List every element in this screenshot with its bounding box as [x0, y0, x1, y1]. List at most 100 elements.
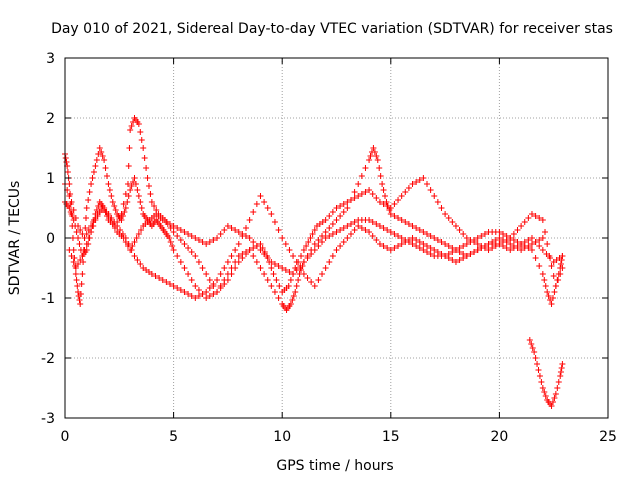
data-point-interp [467, 239, 474, 245]
data-point-interp [373, 153, 380, 159]
data-point [268, 211, 275, 217]
data-point-interp [351, 189, 358, 195]
data-point-interp [449, 219, 456, 225]
data-point-interp [427, 233, 434, 239]
data-point-interp [514, 227, 521, 233]
data-point-interp [434, 249, 441, 255]
data-point-interp [210, 291, 217, 297]
data-point-interp [427, 245, 434, 251]
data-point-interp [90, 169, 97, 175]
data-point [333, 217, 340, 223]
data-point [105, 211, 112, 217]
data-point-interp [380, 201, 387, 207]
data-point-interp [174, 233, 181, 239]
data-point [118, 211, 125, 217]
data-point-interp [174, 285, 181, 291]
data-point-interp [329, 221, 336, 227]
y-tick-label: -2 [41, 351, 55, 367]
data-point [333, 247, 340, 253]
data-point-interp [542, 229, 549, 235]
data-point-interp [77, 291, 84, 297]
data-point-interp [86, 189, 93, 195]
data-point-interp [309, 231, 316, 237]
data-point-interp [557, 261, 564, 267]
data-point [431, 193, 438, 199]
data-point [287, 301, 294, 307]
data-point-interp [82, 225, 89, 231]
data-point [311, 247, 318, 253]
data-point-interp [275, 263, 282, 269]
data-point-interp [489, 245, 496, 251]
data-point-interp [73, 229, 80, 235]
data-point-interp [438, 205, 445, 211]
data-point-interp [391, 213, 398, 219]
data-point-interp [445, 243, 452, 249]
data-point [463, 253, 470, 259]
data-point-interp [478, 233, 485, 239]
data-point-interp [358, 173, 365, 179]
data-point-interp [89, 175, 96, 181]
data-point [292, 289, 299, 295]
data-point [92, 163, 99, 169]
x-tick-label: 25 [599, 429, 617, 445]
data-point [507, 235, 514, 241]
data-point [559, 265, 566, 271]
data-point-interp [232, 227, 239, 233]
data-point-interp [177, 227, 184, 233]
data-point [409, 241, 416, 247]
data-point-interp [116, 215, 123, 221]
data-point [203, 295, 210, 301]
data-point-interp [73, 277, 80, 283]
data-point-interp [337, 213, 344, 219]
data-point [507, 247, 514, 253]
data-point-interp [174, 253, 181, 259]
data-point [442, 211, 449, 217]
data-point [192, 253, 199, 259]
data-point [322, 265, 329, 271]
data-point-interp [221, 265, 228, 271]
data-point [463, 235, 470, 241]
data-point-interp [163, 279, 170, 285]
data-point-interp [549, 399, 556, 405]
data-point-interp [243, 225, 249, 231]
data-point-interp [541, 277, 548, 283]
data-point [88, 181, 95, 187]
data-point-interp [63, 159, 70, 165]
data-point-interp [542, 283, 549, 289]
data-point-interp [271, 219, 278, 225]
data-point [214, 235, 221, 241]
data-point-interp [340, 201, 347, 207]
data-point [420, 229, 427, 235]
data-point-interp [438, 239, 445, 245]
data-point-interp [542, 393, 549, 399]
data-point-interp [185, 271, 192, 277]
data-point [75, 223, 82, 229]
data-point-interp [467, 251, 474, 257]
data-point-interp [94, 213, 101, 219]
data-point-interp [166, 281, 173, 287]
data-point [268, 259, 275, 265]
data-point-interp [416, 245, 423, 251]
data-point-interp [384, 203, 391, 209]
chart-title: Day 010 of 2021, Sidereal Day-to-day VTE… [51, 21, 613, 37]
data-point-interp [369, 219, 376, 225]
data-point-interp [217, 271, 224, 277]
data-point-interp [427, 187, 434, 193]
data-point-interp [460, 255, 467, 261]
data-point-interp [62, 155, 69, 161]
data-point [333, 205, 340, 211]
data-point [531, 349, 538, 355]
data-point [181, 289, 188, 295]
data-point-interp [362, 165, 369, 171]
data-point-interp [96, 209, 103, 215]
data-point [203, 271, 210, 277]
data-point [518, 223, 525, 229]
data-point [539, 217, 546, 223]
data-point-interp [85, 197, 92, 203]
data-point-interp [315, 243, 322, 249]
data-point [559, 361, 566, 367]
data-point [235, 253, 242, 259]
data-point-interp [532, 355, 539, 361]
data-point [374, 157, 381, 163]
data-point [387, 205, 394, 211]
